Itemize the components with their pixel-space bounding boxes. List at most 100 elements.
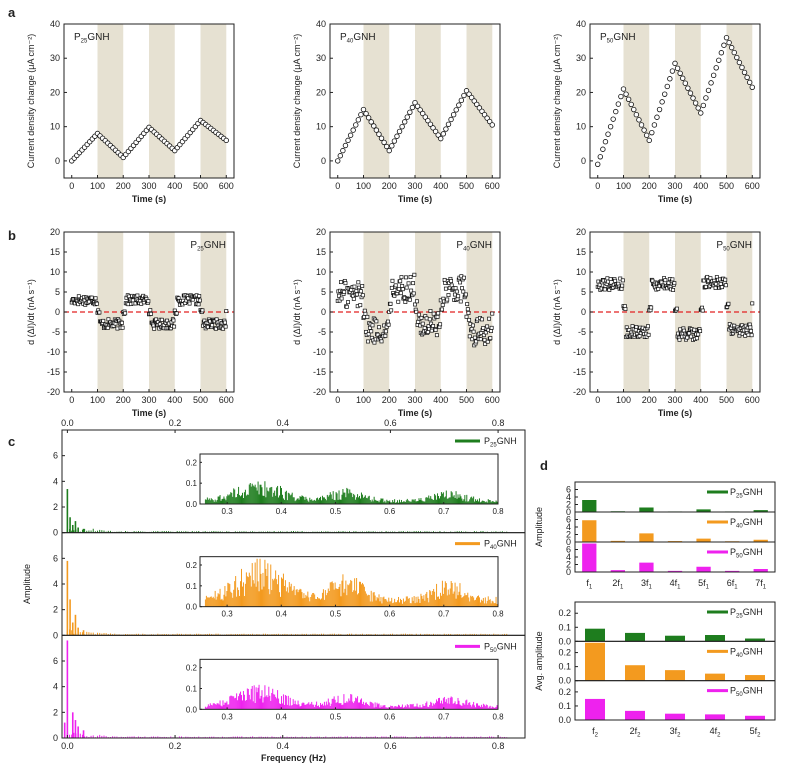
data-point <box>638 122 645 128</box>
inset-plot: 0.3 0.4 0.5 0.6 0.7 0.8 0.0 0.1 0.2 <box>186 453 504 516</box>
data-point <box>453 286 458 291</box>
bar <box>585 628 605 642</box>
data-point <box>666 280 671 285</box>
x-tick-label: 300 <box>407 181 422 191</box>
series-label: P25GNH <box>190 240 226 253</box>
data-point <box>466 311 471 315</box>
bar <box>625 710 645 720</box>
data-point <box>467 334 472 339</box>
data-point <box>694 336 699 341</box>
x-tick-label: 0.4 <box>276 741 289 751</box>
data-point <box>171 318 176 323</box>
x-tick-label: 300 <box>667 395 682 405</box>
x-axis-label: Frequency (Hz) <box>261 753 326 763</box>
data-point <box>384 329 388 334</box>
data-point <box>615 101 622 107</box>
bar <box>665 670 685 681</box>
data-point <box>440 307 444 312</box>
inset-x-tick-label: 0.6 <box>384 610 396 619</box>
x-tick-label: 200 <box>116 395 131 405</box>
x-tick-label: 300 <box>141 181 156 191</box>
data-point <box>613 278 618 283</box>
x-tick-label: 400 <box>693 395 708 405</box>
plot-frame <box>574 680 776 721</box>
y-tick-label: -10 <box>573 347 586 357</box>
data-point <box>619 286 624 291</box>
category-label: 6f1 <box>727 578 739 591</box>
data-point <box>643 132 650 138</box>
data-point <box>398 279 403 284</box>
data-point <box>659 99 665 105</box>
data-point <box>454 289 459 294</box>
data-point <box>352 284 357 289</box>
data-point <box>667 76 673 82</box>
data-point <box>625 96 632 102</box>
y-tick-label: 6 <box>566 515 571 525</box>
data-point <box>748 325 753 330</box>
data-point <box>646 137 652 144</box>
data-point <box>606 279 610 284</box>
y-tick-label: 0 <box>581 307 586 317</box>
data-point <box>342 290 347 294</box>
data-point <box>414 299 419 304</box>
data-point <box>654 114 660 120</box>
y-tick-label: 0.1 <box>558 622 571 632</box>
data-point <box>383 333 388 338</box>
data-point <box>97 310 102 315</box>
data-point <box>443 286 448 291</box>
data-point <box>89 295 94 300</box>
data-point <box>440 303 445 307</box>
data-point <box>414 309 419 314</box>
data-point <box>431 324 435 328</box>
y-tick-label: 2 <box>566 500 571 510</box>
data-point <box>641 127 647 133</box>
x-tick-label: 0 <box>595 395 600 405</box>
y-tick-label: -5 <box>578 327 586 337</box>
bar <box>696 538 711 542</box>
data-point <box>146 299 151 304</box>
bar <box>745 638 765 642</box>
data-point <box>634 325 639 329</box>
x-tick-label: 0 <box>335 181 340 191</box>
inset-x-tick-label: 0.5 <box>330 610 342 619</box>
data-point <box>646 332 651 337</box>
data-point <box>376 131 382 137</box>
data-point <box>396 299 401 304</box>
category-label: f1 <box>586 578 593 591</box>
data-point <box>749 333 754 338</box>
bar <box>705 635 725 642</box>
panel-c-sub-3: 0 2 4 6 P50GNH 0.3 0.4 0.5 0.6 0.7 0.8 0.0 0.1 0.2 <box>53 634 526 743</box>
data-point <box>678 327 683 332</box>
data-point <box>649 129 655 136</box>
data-point <box>400 283 405 288</box>
inset-y-tick-label: 0.1 <box>186 685 198 694</box>
data-point <box>731 49 737 56</box>
data-point <box>101 318 106 323</box>
data-point <box>435 132 441 138</box>
inset-x-tick-label: 0.3 <box>222 712 234 721</box>
data-point <box>744 74 750 81</box>
data-point <box>366 332 371 337</box>
x-tick-label: 200 <box>642 395 657 405</box>
inset-x-tick-label: 0.3 <box>222 610 234 619</box>
inset-x-tick-label: 0.7 <box>438 507 450 516</box>
y-tick-label: 10 <box>316 267 326 277</box>
y-tick-label: 0 <box>566 567 571 577</box>
y-tick-label: 0 <box>581 156 586 166</box>
data-point <box>443 126 449 132</box>
data-point <box>698 110 704 116</box>
inset-frame <box>199 556 499 608</box>
y-tick-label: -15 <box>573 367 586 377</box>
data-point <box>386 147 392 154</box>
data-point <box>682 80 689 86</box>
data-point <box>159 317 164 322</box>
data-point <box>637 334 642 339</box>
data-point <box>360 293 365 298</box>
x-tick-label: 0.6 <box>384 741 397 751</box>
y-tick-label: 2 <box>566 560 571 570</box>
data-point <box>371 123 377 129</box>
data-point <box>435 314 440 319</box>
y-tick-label: 4 <box>53 476 58 486</box>
data-point <box>467 317 472 322</box>
data-point <box>419 315 424 320</box>
